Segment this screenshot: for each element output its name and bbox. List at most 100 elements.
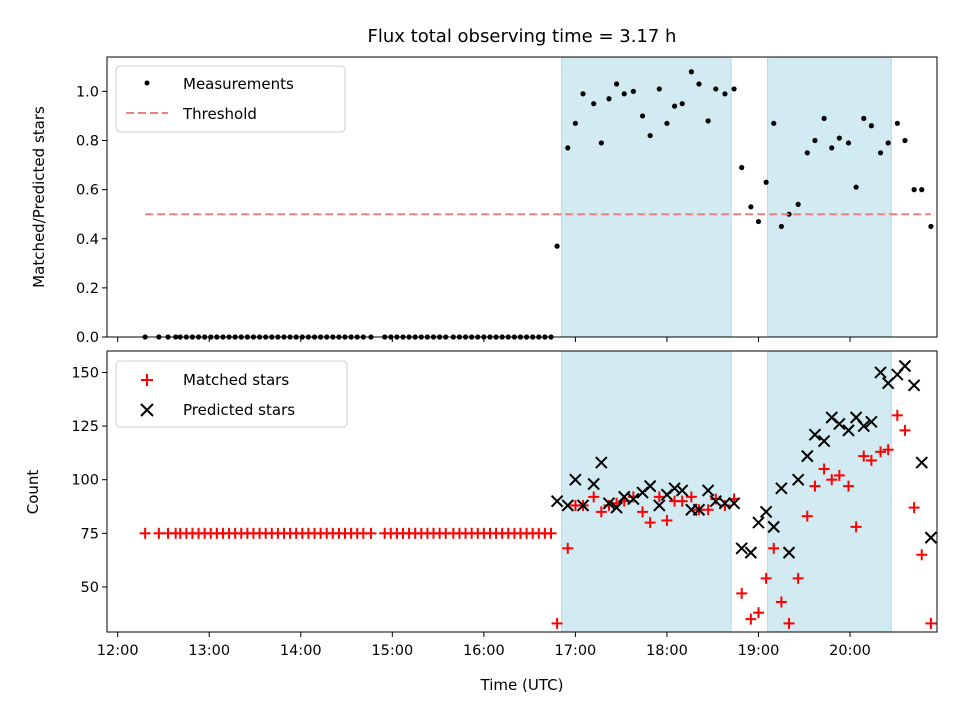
legend-measurements-marker — [144, 80, 150, 86]
predicted-star-point — [718, 497, 732, 510]
legend-predicted-marker — [140, 403, 154, 417]
predicted-star-point — [782, 546, 796, 559]
measurement-point — [591, 101, 597, 107]
x-tick-label: 12:00 — [97, 643, 139, 659]
x-tick-label: 13:00 — [188, 643, 230, 659]
count-y-tick-label: 50 — [81, 580, 99, 596]
measurement-point — [647, 132, 653, 139]
observing-window-band — [561, 350, 732, 633]
matched-star-point — [603, 499, 615, 511]
measurement-point — [845, 140, 852, 146]
measurement-point — [731, 86, 737, 92]
predicted-star-point — [767, 520, 780, 534]
matched-star-point — [661, 514, 673, 526]
predicted-star-point — [924, 531, 938, 544]
measurement-point — [572, 120, 579, 126]
predicted-star-point — [727, 497, 741, 510]
count-y-axis: 50 75 100 125 150 — [71, 365, 107, 596]
matched-star-point — [843, 480, 855, 492]
measurement-point — [606, 96, 612, 102]
predicted-star-point — [610, 501, 623, 514]
x-tick-label: 19:00 — [738, 643, 780, 659]
predicted-star-point — [833, 417, 846, 431]
x-axis-label: Time (UTC) — [480, 676, 564, 694]
predicted-star-point — [791, 473, 805, 486]
measurement-point — [928, 223, 934, 230]
measurement-point — [919, 187, 925, 193]
x-tick-label: 17:00 — [555, 643, 597, 659]
predicted-star-point — [643, 479, 657, 493]
matched-star-point — [809, 480, 821, 492]
measurement-point — [868, 123, 874, 129]
matched-star-point — [908, 502, 920, 514]
predicted-star-point — [576, 499, 590, 512]
ratio-x-axis-ticks — [117, 337, 851, 342]
x-tick-label: 14:00 — [280, 643, 322, 659]
matched-star-point — [595, 506, 607, 518]
measurement-point — [804, 150, 810, 156]
legend-measurements-label: Measurements — [183, 75, 294, 93]
count-y-tick-label: 150 — [71, 365, 99, 381]
matched-star-point — [875, 446, 887, 458]
ratio-axes-frame — [106, 56, 938, 338]
measurement-point — [621, 91, 627, 97]
measurement-point — [795, 201, 801, 207]
matched-star-point — [551, 617, 563, 629]
matched-star-point — [752, 607, 764, 619]
ratio-legend-box — [115, 65, 346, 133]
predicted-star-point — [817, 434, 831, 448]
count-x-axis: 12:00 13:00 14:00 15:00 16:00 17:00 18:00 19:00… — [97, 632, 871, 659]
predicted-star-point — [898, 359, 912, 373]
count-y-tick-label: 125 — [71, 419, 99, 435]
measurement-point — [885, 140, 891, 146]
measurement-point — [565, 145, 571, 151]
matched-star-point — [745, 613, 757, 625]
predicted-star-point — [744, 546, 758, 559]
ratio-y-tick-label: 1.0 — [76, 84, 99, 100]
ratio-y-tick-label: 0.6 — [76, 183, 99, 199]
observing-window-band — [767, 56, 892, 338]
matched-star-point — [545, 527, 557, 539]
matched-star-point — [882, 444, 894, 456]
count-y-axis-label: Count — [24, 470, 42, 515]
ratio-y-tick-label: 0.4 — [76, 232, 99, 248]
ratio-y-tick-label: 0.2 — [76, 281, 99, 297]
legend-matched-marker — [141, 374, 153, 386]
measurement-point — [598, 140, 604, 146]
predicted-star-point — [915, 456, 928, 469]
predicted-star-point — [701, 484, 715, 497]
count-legend: Matched stars Predicted stars — [115, 360, 348, 428]
ratio-panel: 0.0 0.2 0.4 0.6 0.8 1.0 Matched/Predicted sta… — [30, 56, 938, 346]
count-y-tick-label: 75 — [81, 526, 99, 542]
measurement-point — [748, 204, 754, 210]
measurement-point — [861, 115, 867, 122]
predicted-star-point — [587, 477, 600, 491]
measurement-point — [812, 137, 818, 144]
predicted-star-point — [561, 499, 574, 512]
measurement-point — [722, 91, 728, 97]
measurement-point — [821, 115, 827, 122]
predicted-star-point — [735, 542, 748, 555]
measurement-point — [771, 120, 777, 126]
measurement-point — [696, 81, 702, 87]
matched-star-point — [676, 495, 688, 507]
measurement-point — [713, 86, 719, 92]
x-tick-label: 16:00 — [463, 643, 505, 659]
predicted-star-point — [874, 366, 887, 379]
measurement-point — [836, 135, 842, 141]
measurement-point — [554, 243, 560, 249]
predicted-star-point — [759, 505, 773, 519]
matched-star-point — [801, 510, 813, 522]
count-plot-area — [139, 359, 938, 629]
predicted-star-point — [627, 492, 640, 506]
predicted-star-point — [752, 516, 765, 529]
matched-star-point — [653, 491, 665, 503]
measurement-point — [580, 91, 586, 97]
measurement-point — [613, 81, 620, 87]
x-tick-label: 15:00 — [371, 643, 413, 659]
legend-matched-label: Matched stars — [183, 371, 289, 389]
matched-star-point — [865, 454, 877, 466]
matched-star-point — [916, 549, 928, 561]
measurement-point — [671, 103, 678, 109]
ratio-y-axis-label: Matched/Predicted stars — [30, 106, 48, 288]
